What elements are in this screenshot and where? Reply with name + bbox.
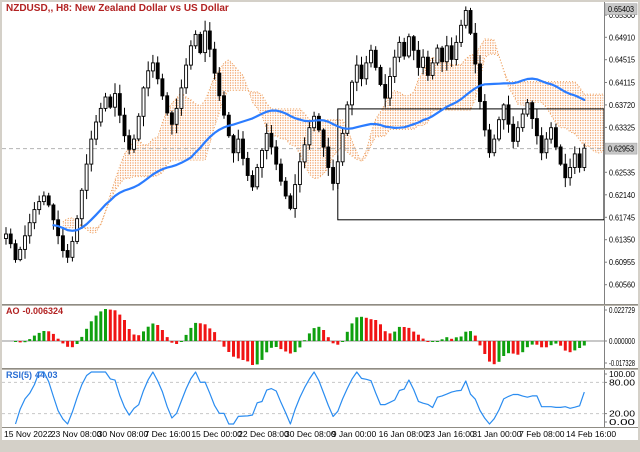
time-label: 7 Feb 08:00 [519, 429, 565, 439]
price-chart-panel: NZDUSD,, H8: New Zealand Dollar vs US Do… [2, 2, 638, 304]
svg-text:0.62535: 0.62535 [609, 168, 635, 177]
svg-text:0.62953: 0.62953 [608, 145, 634, 154]
rsi-indicator-value: 44.03 [35, 370, 58, 380]
svg-text:0.64515: 0.64515 [609, 56, 635, 65]
time-label: 15 Dec 00:00 [191, 429, 242, 439]
time-label: 30 Nov 08:00 [97, 429, 149, 439]
svg-text:0.022729: 0.022729 [609, 306, 635, 315]
panel-splitter[interactable] [2, 304, 638, 306]
svg-text:0.61745: 0.61745 [609, 213, 635, 222]
svg-text:-0.017328: -0.017328 [609, 359, 635, 368]
ao-indicator-label: AO -0.006324 [6, 306, 66, 316]
rsi-indicator-label: RSI(5) 44.03 [6, 370, 61, 380]
svg-text:0.60955: 0.60955 [609, 258, 635, 267]
svg-text:80.00: 80.00 [609, 378, 636, 387]
time-scale[interactable]: 15 Nov 2022 23 Nov 08:00 30 Nov 08:00 7 Dec… [2, 427, 638, 440]
ao-histogram[interactable]: 0.022729 0.000000 -0.017328 [2, 306, 638, 368]
svg-text:0.61350: 0.61350 [609, 236, 635, 245]
svg-text:0.000000: 0.000000 [609, 337, 635, 346]
time-label: 22 Dec 08:00 [238, 429, 289, 439]
svg-text:0.00: 0.00 [609, 418, 636, 427]
ao-indicator-value: -0.006324 [22, 306, 64, 316]
rsi-indicator-name: RSI(5) [6, 370, 33, 380]
ao-indicator-name: AO [6, 306, 20, 316]
time-label: 9 Jan 00:00 [331, 429, 377, 439]
chart-title: NZDUSD,, H8: New Zealand Dollar vs US Do… [6, 3, 229, 14]
svg-text:0.60560: 0.60560 [609, 281, 635, 290]
svg-text:0.65403: 0.65403 [608, 5, 634, 14]
svg-text:0.64910: 0.64910 [609, 33, 635, 42]
time-label: 14 Feb 16:00 [566, 429, 617, 439]
rsi-indicator-panel: RSI(5) 44.03 100.00 80.00 20.00 0.00 [2, 370, 638, 427]
svg-text:0.63325: 0.63325 [609, 123, 635, 132]
panel-splitter[interactable] [2, 368, 638, 370]
time-label: 30 Dec 08:00 [285, 429, 336, 439]
time-label: 23 Nov 08:00 [50, 429, 102, 439]
time-label: 15 Nov 2022 [4, 429, 53, 439]
time-label: 16 Jan 08:00 [378, 429, 428, 439]
svg-text:0.63720: 0.63720 [609, 101, 635, 110]
svg-text:100.00: 100.00 [609, 370, 636, 379]
time-label: 31 Jan 00:00 [472, 429, 522, 439]
time-label: 7 Dec 16:00 [144, 429, 191, 439]
svg-text:0.65300: 0.65300 [609, 11, 635, 20]
svg-text:0.64115: 0.64115 [609, 78, 636, 87]
svg-text:20.00: 20.00 [609, 410, 636, 419]
time-label: 23 Jan 16:00 [425, 429, 475, 439]
svg-text:0.62140: 0.62140 [609, 191, 635, 200]
ao-indicator-panel: AO -0.006324 0.022729 0.000000 -0.017328 [2, 306, 638, 368]
candlestick-chart[interactable]: 0.65300 0.64910 0.64515 0.64115 0.63720 0.633… [2, 2, 638, 304]
